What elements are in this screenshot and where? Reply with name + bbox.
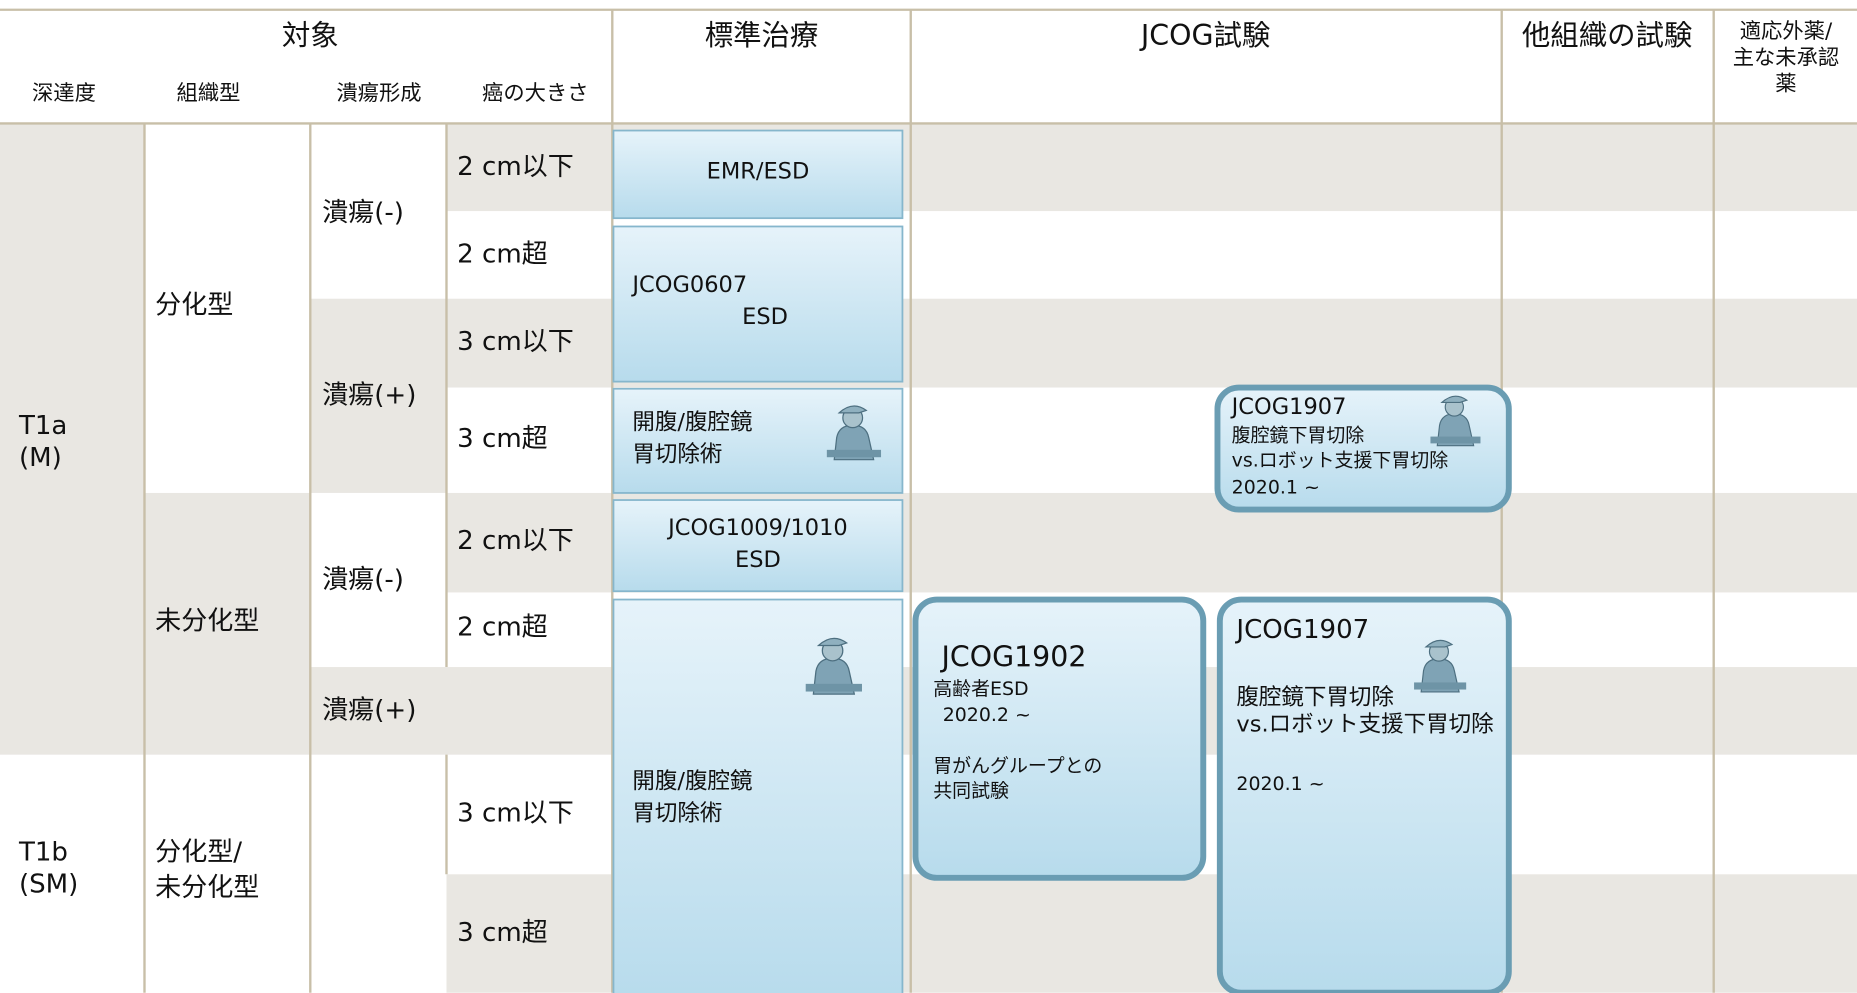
trial-text: 共同試験 <box>933 780 1009 802</box>
standard-text: 胃切除術 <box>632 442 722 468</box>
histology-label: 未分化型 <box>155 607 259 637</box>
header-histology: 組織型 <box>176 81 240 106</box>
trial-text: 高齢者ESD <box>933 678 1028 700</box>
ulcer-label: 潰瘍(-) <box>322 565 404 595</box>
ulcer-label: 潰瘍(+) <box>322 695 416 725</box>
ulcer-label: 潰瘍(+) <box>322 380 416 410</box>
depth-label: (SM) <box>19 869 78 899</box>
trial-text: 2020.2 ~ <box>943 704 1031 726</box>
standard-box <box>612 225 904 383</box>
size-label: 3 cm以下 <box>457 798 574 828</box>
header-offlabel: 主な未承認 <box>1733 45 1840 70</box>
size-label: 2 cm超 <box>457 239 548 269</box>
size-label: 3 cm超 <box>457 424 548 454</box>
standard-text: JCOG0607 <box>630 272 747 298</box>
standard-text: ESD <box>742 304 788 330</box>
trial-text: 腹腔鏡下胃切除 <box>1232 425 1365 447</box>
standard-text: 開腹/腹腔鏡 <box>632 410 752 436</box>
depth-label: (M) <box>19 443 62 473</box>
header-offlabel: 薬 <box>1775 71 1796 96</box>
trial-text: 2020.1 ~ <box>1236 773 1324 795</box>
standard-text: 開腹/腹腔鏡 <box>632 768 752 794</box>
trial-text: vs.ロボット支援下胃切除 <box>1236 712 1493 738</box>
size-label: 2 cm超 <box>457 612 548 642</box>
trial-text: vs.ロボット支援下胃切除 <box>1232 449 1449 471</box>
header-depth: 深達度 <box>32 81 96 106</box>
histology-label: 分化型 <box>155 290 233 320</box>
standard-box <box>612 129 904 220</box>
size-label: 2 cm以下 <box>457 152 574 182</box>
depth-label: T1a <box>18 411 67 441</box>
standard-text: EMR/ESD <box>707 158 810 184</box>
trial-box <box>912 596 1207 881</box>
trial-id: JCOG1902 <box>940 641 1087 674</box>
trial-box <box>1216 596 1512 993</box>
standard-text: 胃切除術 <box>632 800 722 826</box>
trial-text: 2020.1 ~ <box>1232 477 1320 499</box>
trial-id: JCOG1907 <box>1230 394 1347 420</box>
size-label: 3 cm超 <box>457 918 548 948</box>
standard-text: JCOG1009/1010 <box>666 515 848 541</box>
trial-text: 胃がんグループとの <box>933 755 1102 777</box>
size-label: 3 cm以下 <box>457 327 574 357</box>
header-other: 他組織の試験 <box>1522 19 1692 52</box>
header-offlabel: 適応外薬/ <box>1740 19 1833 44</box>
standard-text: ESD <box>735 547 781 573</box>
trial-text: 腹腔鏡下胃切除 <box>1236 684 1394 710</box>
header-jcog: JCOG試験 <box>1139 19 1270 52</box>
histology-label: 分化型/ <box>155 837 242 867</box>
standard-box <box>612 598 904 993</box>
header-target: 対象 <box>282 19 339 52</box>
size-label: 2 cm以下 <box>457 526 574 556</box>
grid <box>0 8 1857 993</box>
header-standard: 標準治療 <box>705 19 819 52</box>
standard-box <box>612 499 904 593</box>
header-ulcer: 潰瘍形成 <box>336 81 421 106</box>
histology-label: 未分化型 <box>155 873 259 903</box>
ulcer-label: 潰瘍(-) <box>322 198 404 228</box>
trial-id: JCOG1907 <box>1234 615 1369 645</box>
header-size: 癌の大きさ <box>482 81 589 106</box>
trial-box <box>1214 384 1512 513</box>
depth-label: T1b <box>18 837 68 867</box>
